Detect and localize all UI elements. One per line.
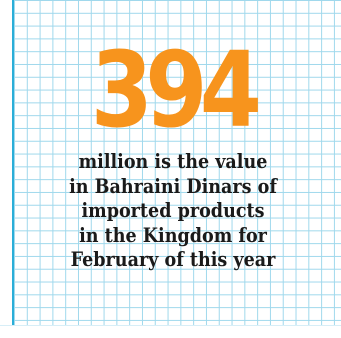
caption-line: million is the value [78,150,268,173]
stat-value: 394 [90,29,262,151]
caption-line: in Bahraini Dinars of [69,174,277,198]
grid-bottom-border [0,325,341,326]
grid-left-border [12,0,14,325]
caption-line: February of this year [70,248,276,271]
graph-paper-background [14,0,341,325]
caption-line: imported products [81,199,265,222]
stat-caption: million is the value in Bahraini Dinars … [20,150,326,273]
caption-line: in the Kingdom for [79,223,267,247]
